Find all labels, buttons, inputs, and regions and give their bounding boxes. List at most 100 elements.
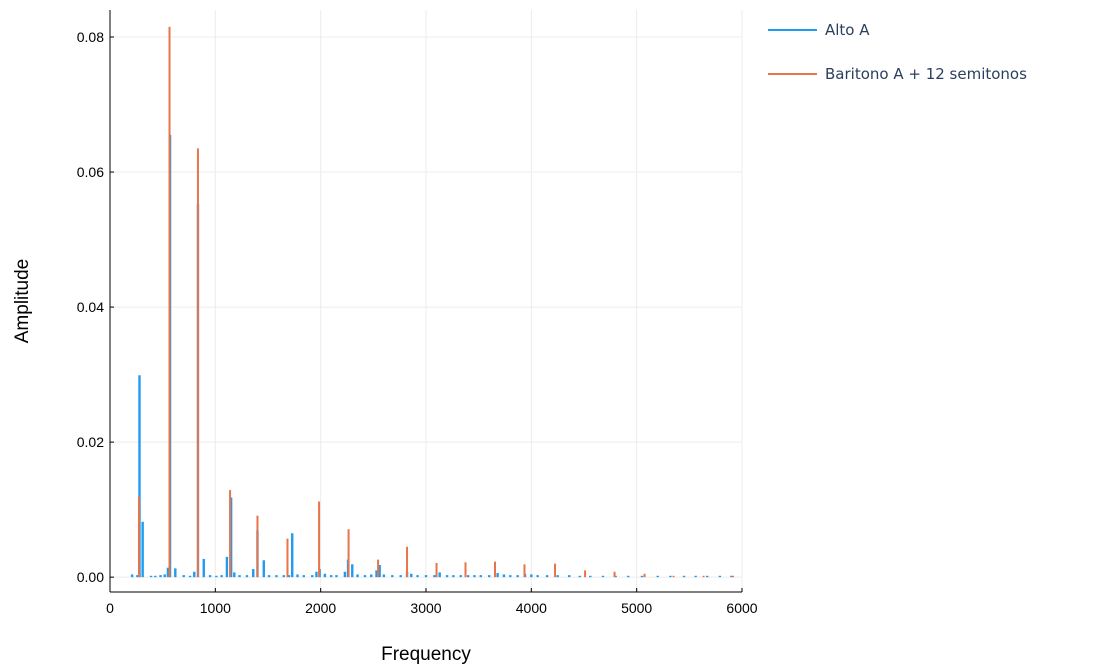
bar <box>318 501 321 578</box>
bar <box>163 574 166 578</box>
bar <box>291 533 294 578</box>
legend-label: Alto A <box>825 21 870 39</box>
bar <box>166 567 170 578</box>
bar <box>694 575 697 578</box>
bar <box>627 575 630 578</box>
bar <box>256 515 259 578</box>
bar <box>370 574 373 578</box>
bar <box>391 575 394 578</box>
bar <box>493 561 496 578</box>
bar <box>149 575 153 578</box>
bar <box>656 575 659 578</box>
bar <box>536 575 539 578</box>
bar <box>343 571 347 578</box>
bar <box>375 570 378 578</box>
bar <box>578 575 581 578</box>
x-tick-label: 1000 <box>200 600 231 616</box>
bar <box>188 575 192 578</box>
bar <box>330 575 333 578</box>
bar <box>225 556 229 578</box>
bar <box>159 575 162 578</box>
x-tick-label: 6000 <box>726 600 757 616</box>
bar <box>267 575 271 578</box>
bar <box>282 575 285 578</box>
bar <box>363 575 367 578</box>
bar <box>452 575 455 578</box>
bar <box>702 575 705 578</box>
series-1 <box>130 134 733 578</box>
x-tick-label: 3000 <box>410 600 441 616</box>
legend-item-2[interactable]: Baritono A + 12 semitonos <box>768 65 1027 83</box>
bar <box>554 563 557 578</box>
bar <box>601 575 605 578</box>
bar <box>473 575 476 578</box>
bar <box>643 573 646 578</box>
bar <box>245 575 249 578</box>
bar <box>416 575 419 578</box>
bar <box>378 564 381 578</box>
bar <box>323 573 327 578</box>
bar <box>584 570 587 578</box>
grid <box>109 10 743 592</box>
legend-item-1[interactable]: Alto A <box>768 21 870 39</box>
bar <box>496 573 499 578</box>
y-tick-label: 0.02 <box>77 434 104 450</box>
x-axis-title: Frequency <box>381 644 471 665</box>
bar <box>682 575 686 578</box>
bar <box>433 575 436 578</box>
bar <box>530 574 533 578</box>
bar <box>220 575 223 578</box>
bar <box>406 546 409 578</box>
bar <box>296 574 299 578</box>
y-axis-title: Amplitude <box>12 259 33 344</box>
bar <box>137 496 140 578</box>
y-tick-label: 0.00 <box>77 569 104 585</box>
bar <box>545 575 549 578</box>
bar <box>672 575 675 578</box>
bar <box>141 521 144 578</box>
bar <box>208 575 212 578</box>
x-tick-label: 5000 <box>621 600 652 616</box>
bar <box>168 26 171 578</box>
bar <box>523 564 526 578</box>
bar <box>202 558 205 578</box>
bar <box>502 574 506 578</box>
bar <box>556 575 559 578</box>
bar <box>130 574 134 578</box>
bar <box>154 575 157 578</box>
bar <box>233 572 236 578</box>
bar <box>640 575 644 578</box>
bar <box>718 575 722 578</box>
bar <box>356 574 359 578</box>
bar <box>459 575 462 578</box>
bar <box>182 575 185 578</box>
bar <box>347 529 350 578</box>
bar <box>275 575 278 578</box>
tick-labels: 0 1000 2000 3000 4000 5000 6000 0.00 0.02 0.04 0.0… <box>77 29 758 616</box>
bar <box>238 575 241 578</box>
bar <box>252 569 255 578</box>
bar <box>424 575 428 578</box>
bar <box>351 564 354 578</box>
x-tick-label: 0 <box>106 600 114 616</box>
bar <box>589 575 592 578</box>
bar <box>730 575 733 578</box>
bar <box>335 575 338 578</box>
bar <box>479 575 482 578</box>
bar <box>136 575 139 578</box>
bar <box>466 575 470 578</box>
bar <box>174 568 177 578</box>
bar <box>438 572 441 578</box>
bar <box>196 148 199 578</box>
bar <box>311 575 314 578</box>
axes <box>109 10 743 593</box>
legend-label: Baritono A + 12 semitonos <box>825 65 1027 83</box>
bar <box>315 571 318 578</box>
bar <box>215 575 218 578</box>
bar <box>410 573 413 578</box>
bar <box>488 575 491 578</box>
legend[interactable]: Alto A Baritono A + 12 semitonos <box>768 21 1027 83</box>
bar <box>613 571 616 578</box>
bar <box>229 490 232 578</box>
